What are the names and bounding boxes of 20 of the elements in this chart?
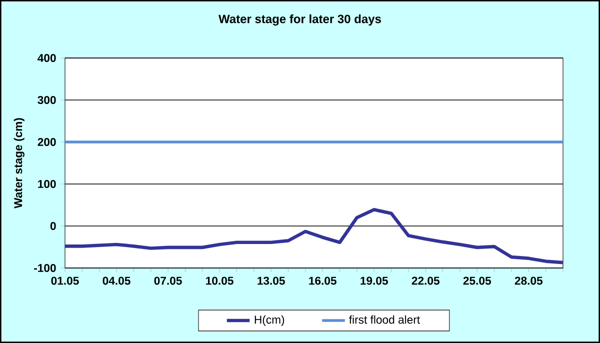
chart-title: Water stage for later 30 days <box>218 14 381 26</box>
x-tick-label: 22.05 <box>412 276 440 285</box>
x-tick-label: 28.05 <box>514 276 543 285</box>
y-tick-label: 300 <box>38 96 56 104</box>
x-tick-label: 10.05 <box>206 276 234 285</box>
legend-label: first flood alert <box>349 315 420 324</box>
x-tick-label: 25.05 <box>463 276 491 285</box>
y-tick-label: -100 <box>34 264 56 272</box>
y-tick-label: 100 <box>38 180 56 188</box>
y-tick-label: 0 <box>50 222 56 230</box>
x-tick-label: 07.05 <box>154 276 182 285</box>
x-tick-label: 16.05 <box>309 276 336 285</box>
y-tick-label: 400 <box>38 54 56 62</box>
x-tick-label: 19.05 <box>360 276 388 285</box>
y-axis-title: Water stage (cm) <box>14 118 24 208</box>
x-tick-label: 01.05 <box>51 276 79 285</box>
x-tick-label: 04.05 <box>102 276 130 285</box>
y-tick-label: 200 <box>38 138 56 146</box>
legend-label: H(cm) <box>254 315 284 326</box>
x-tick-label: 13.05 <box>258 276 285 285</box>
